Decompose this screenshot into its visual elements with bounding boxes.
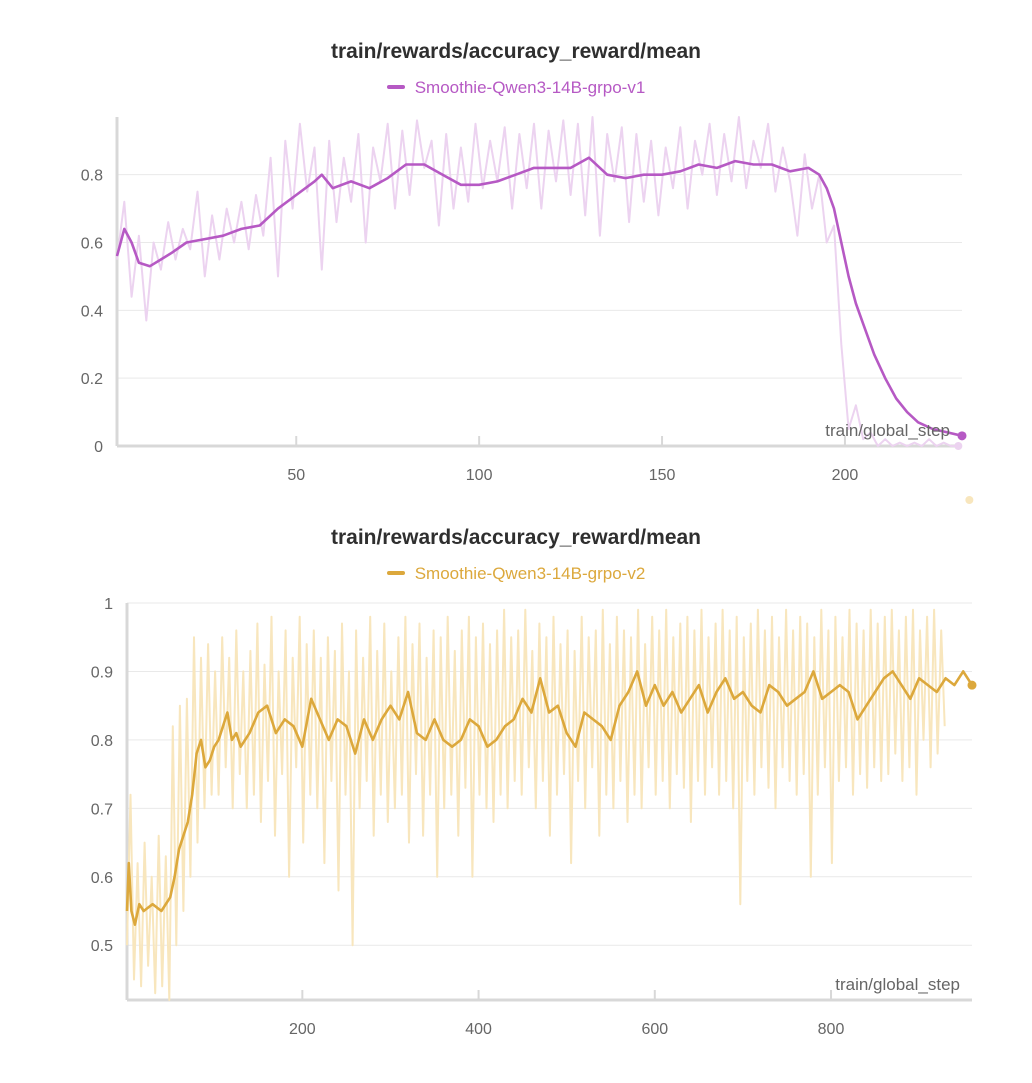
plot-area[interactable]: 0.5 0.6 0.7 0.8 0.9 1 200 400 600 800 train/global… <box>0 496 1032 1083</box>
x-tick-label: 200 <box>289 1021 316 1038</box>
chart-title: train/rewards/accuracy_reward/mean <box>330 526 702 549</box>
y-tick-label: 0.5 <box>91 938 113 955</box>
smoothed-series-line <box>125 670 974 927</box>
x-tick-label: 600 <box>641 1021 668 1038</box>
x-axis-label: train/global_step <box>835 975 960 994</box>
series-end-point <box>957 431 967 441</box>
y-tick-label: 0.2 <box>81 371 103 388</box>
y-tick-label: 0.6 <box>81 235 103 252</box>
x-tick-label: 200 <box>832 467 859 484</box>
y-tick-label: 1 <box>104 596 113 613</box>
x-axis-label: train/global_step <box>825 421 950 440</box>
y-tick-label: 0.7 <box>91 801 113 818</box>
chart-panel-v1: train/rewards/accuracy_reward/mean Smoot… <box>0 0 1032 500</box>
x-tick-label: 400 <box>465 1021 492 1038</box>
raw-end-point <box>965 496 974 504</box>
y-tick-label: 0.4 <box>81 303 103 320</box>
y-tick-label: 0.6 <box>91 870 113 887</box>
chart-panel-v2: train/rewards/accuracy_reward/mean Smoot… <box>0 496 1032 1083</box>
raw-series-line <box>126 608 946 1001</box>
x-tick-label: 800 <box>818 1021 845 1038</box>
raw-end-point <box>954 442 963 450</box>
y-tick-label: 0 <box>94 439 103 456</box>
legend-swatch-icon <box>386 570 405 575</box>
legend-label: Smoothie-Qwen3-14B-grpo-v1 <box>414 78 646 97</box>
legend-label: Smoothie-Qwen3-14B-grpo-v2 <box>414 564 646 583</box>
y-tick-label: 0.8 <box>91 733 113 750</box>
chart-legend[interactable]: Smoothie-Qwen3-14B-grpo-v1 <box>0 78 1032 98</box>
chart-legend[interactable]: Smoothie-Qwen3-14B-grpo-v2 <box>0 564 1032 584</box>
x-tick-label: 150 <box>649 467 676 484</box>
raw-series-line <box>116 116 959 447</box>
plot-area[interactable]: 0 0.2 0.4 0.6 0.8 50 100 150 200 train/global_ste… <box>0 0 1032 500</box>
series-end-point <box>967 680 977 690</box>
y-tick-label: 0.8 <box>81 168 103 185</box>
y-tick-label: 0.9 <box>91 664 113 681</box>
x-tick-label: 50 <box>287 467 305 484</box>
x-tick-label: 100 <box>466 467 493 484</box>
legend-swatch-icon <box>386 84 405 89</box>
chart-title: train/rewards/accuracy_reward/mean <box>330 40 702 63</box>
smoothed-series-line <box>115 156 963 438</box>
